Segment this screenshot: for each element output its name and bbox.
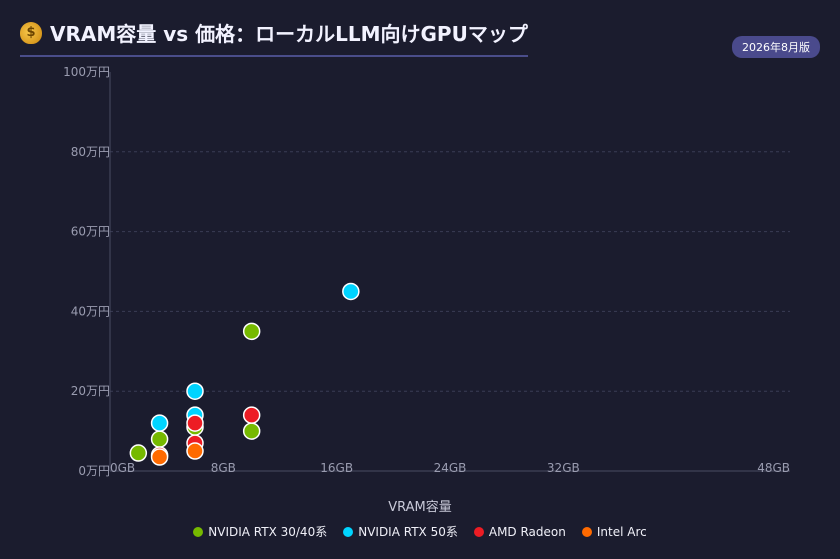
y-tick-label: 0万円 [78,464,110,478]
y-tick-label: 80万円 [71,145,110,159]
legend-swatch [343,526,354,537]
x-tick-label: 16GB [320,461,353,475]
data-point [150,448,169,466]
y-tick-label: 100万円 [63,65,110,79]
edition-badge: 2026年8月版 [732,36,820,58]
y-tick-label: 20万円 [71,384,110,398]
chart-header: VRAM容量 vs 価格：ローカルLLM向けGPUマップ [20,18,528,57]
data-point [186,382,204,400]
chart-title: VRAM容量 vs 価格：ローカルLLM向けGPUマップ [20,18,528,57]
legend-label: NVIDIA RTX 30/40系 [208,525,328,539]
data-point [342,282,360,301]
x-axis-title: VRAM容量 [388,499,452,515]
legend-swatch [473,526,484,537]
chart-legend: NVIDIA RTX 30/40系 NVIDIA RTX 50系 AMD Radeo… [0,523,840,540]
data-point [242,406,261,424]
data-point [129,444,148,462]
money-bag-icon [20,21,42,44]
x-tick-label: 8GB [211,461,236,475]
legend-swatch [193,526,204,537]
legend-item: AMD Radeon [473,523,566,540]
data-point [242,422,261,440]
y-tick-label: 60万円 [71,225,110,239]
data-point [150,414,169,432]
y-tick-label: 40万円 [71,304,110,318]
data-point [186,442,204,460]
x-tick-label: 32GB [547,461,580,475]
x-tick-label: 48GB [757,461,790,475]
x-tick-label: 0GB [110,461,135,475]
data-point [186,414,204,432]
legend-label: NVIDIA RTX 50系 [358,525,458,539]
legend-item: NVIDIA RTX 50系 [343,523,458,540]
scatter-chart: 0万円 20万円 40万円 60万円 80万円 100万円 0GB 8GB 16GB 24GB 32… [63,65,790,515]
data-point [242,322,261,341]
legend-item: NVIDIA RTX 30/40系 [193,523,327,540]
legend-item: Intel Arc [581,523,647,540]
legend-label: AMD Radeon [488,524,566,539]
x-tick-label: 24GB [434,461,467,475]
legend-swatch [581,526,592,537]
chart-title-text: VRAM容量 vs 価格：ローカルLLM向けGPUマップ [50,22,528,46]
legend-label: Intel Arc [596,524,647,539]
data-point [150,430,169,448]
